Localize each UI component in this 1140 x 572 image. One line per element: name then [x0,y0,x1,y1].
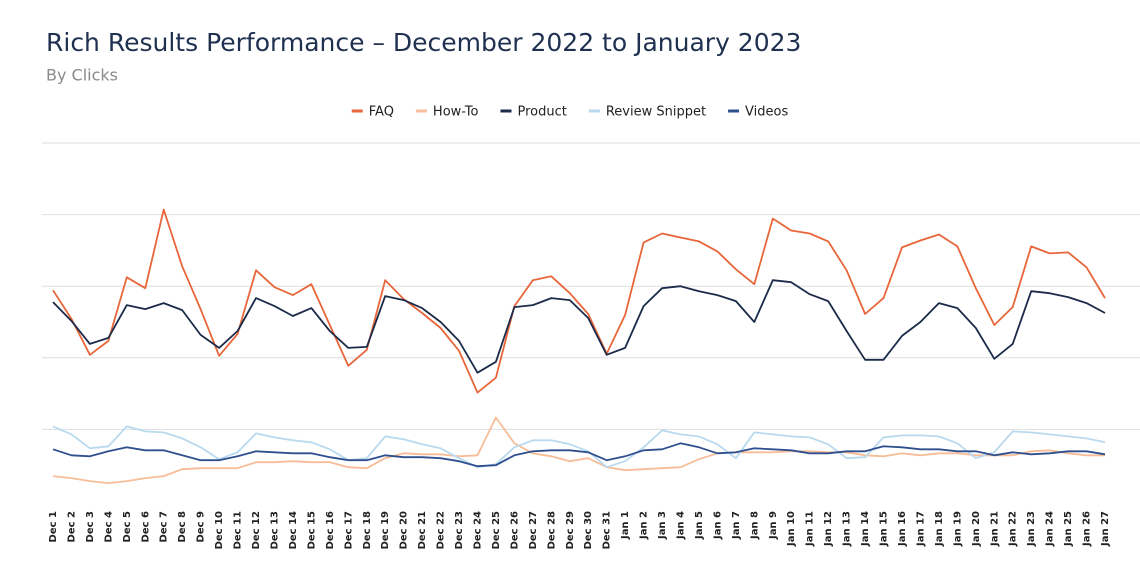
x-tick-label: Jan 12 [823,511,834,547]
legend-label: How-To [433,105,479,120]
x-tick-label: Jan 15 [879,511,890,547]
legend-label: Videos [745,105,788,120]
x-tick-label: Dec 21 [417,511,428,549]
x-tick-label: Jan 1 [620,511,631,540]
x-tick-label: Jan 18 [934,511,945,547]
x-tick-label: Dec 26 [509,511,520,549]
x-tick-label: Dec 11 [233,511,244,549]
series-line [52,279,1106,374]
x-tick-label: Jan 2 [639,511,650,540]
x-tick-label: Dec 20 [399,511,410,549]
x-tick-label: Jan 17 [915,511,926,547]
x-tick-label: Dec 1 [48,511,59,542]
legend-label: FAQ [369,105,394,120]
x-tick-label: Dec 24 [472,511,483,549]
x-tick-label: Dec 19 [380,511,391,549]
x-tick-label: Dec 29 [565,511,576,549]
x-tick-label: Dec 15 [306,511,317,549]
series-line [52,442,1106,468]
x-tick-label: Jan 21 [989,511,1000,547]
x-tick-label: Dec 14 [288,511,299,549]
x-tick-label: Jan 5 [694,511,705,540]
x-tick-label: Jan 7 [731,511,742,540]
x-tick-label: Jan 14 [860,511,871,547]
x-tick-label: Dec 31 [602,511,613,549]
x-tick-label: Dec 10 [214,511,225,549]
chart-subtitle: By Clicks [46,66,118,85]
x-tick-label: Jan 11 [805,511,816,547]
x-tick-label: Dec 16 [325,511,336,549]
series-line [52,208,1106,394]
x-tick-label: Jan 9 [768,511,779,540]
x-tick-label: Dec 28 [546,511,557,549]
legend: FAQ How-To Product Review Snippet Videos [351,105,788,120]
legend-label: Product [517,105,566,120]
x-tick-label: Jan 3 [657,511,668,540]
x-tick-label: Dec 23 [454,511,465,549]
x-tick-label: Dec 7 [159,511,170,542]
x-tick-label: Jan 27 [1100,511,1111,547]
x-tick-label: Dec 22 [436,511,447,549]
x-tick-label: Dec 18 [362,511,373,549]
series-line [52,425,1106,469]
x-tick-label: Dec 4 [103,511,114,542]
x-tick-label: Jan 23 [1026,511,1037,547]
x-tick-label: Jan 8 [749,511,760,540]
x-tick-label: Jan 16 [897,511,908,547]
x-tick-label: Dec 13 [269,511,280,549]
x-tick-label: Dec 2 [66,511,77,542]
x-tick-label: Jan 22 [1008,511,1019,547]
x-tick-label: Jan 20 [971,511,982,547]
x-tick-label: Dec 17 [343,511,354,549]
x-tick-label: Jan 10 [786,511,797,547]
chart-title: Rich Results Performance – December 2022… [46,28,801,57]
x-tick-label: Dec 12 [251,511,262,549]
legend-label: Review Snippet [606,105,706,120]
x-tick-label: Jan 19 [952,511,963,547]
x-tick-label: Dec 3 [85,511,96,542]
x-tick-label: Dec 6 [140,511,151,542]
x-tick-label: Jan 25 [1063,511,1074,547]
series-line [52,416,1105,484]
x-tick-label: Dec 8 [177,511,188,542]
x-tick-label: Jan 6 [712,511,723,540]
x-tick-label: Dec 9 [196,511,207,542]
x-tick-label: Dec 25 [491,511,502,549]
x-tick-label: Jan 26 [1082,511,1093,547]
x-tick-label: Dec 5 [122,511,133,542]
x-tick-label: Dec 27 [528,511,539,549]
x-tick-label: Dec 30 [583,511,594,549]
x-tick-label: Jan 24 [1045,511,1056,547]
x-tick-label: Jan 4 [676,511,687,540]
x-tick-label: Jan 13 [842,511,853,547]
